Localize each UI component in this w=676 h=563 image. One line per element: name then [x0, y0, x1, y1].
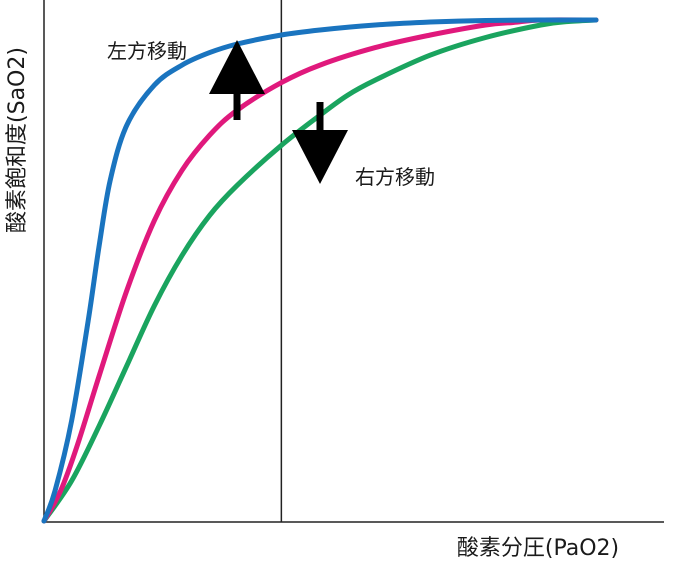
series-normal-curve [41, 17, 599, 524]
left-shift-label: 左方移動 [107, 39, 187, 63]
x-axis-label: 酸素分圧(PaO2) [457, 536, 619, 561]
down-arrow-head [292, 130, 348, 184]
y-axis-label: 酸素飽和度(SaO2) [5, 47, 30, 233]
up-arrow-head [209, 40, 265, 94]
series-left-shift-curve [41, 17, 599, 524]
plot-area [41, 0, 664, 524]
right-shift-label: 右方移動 [355, 165, 435, 189]
series-right-shift-curve [41, 17, 599, 524]
